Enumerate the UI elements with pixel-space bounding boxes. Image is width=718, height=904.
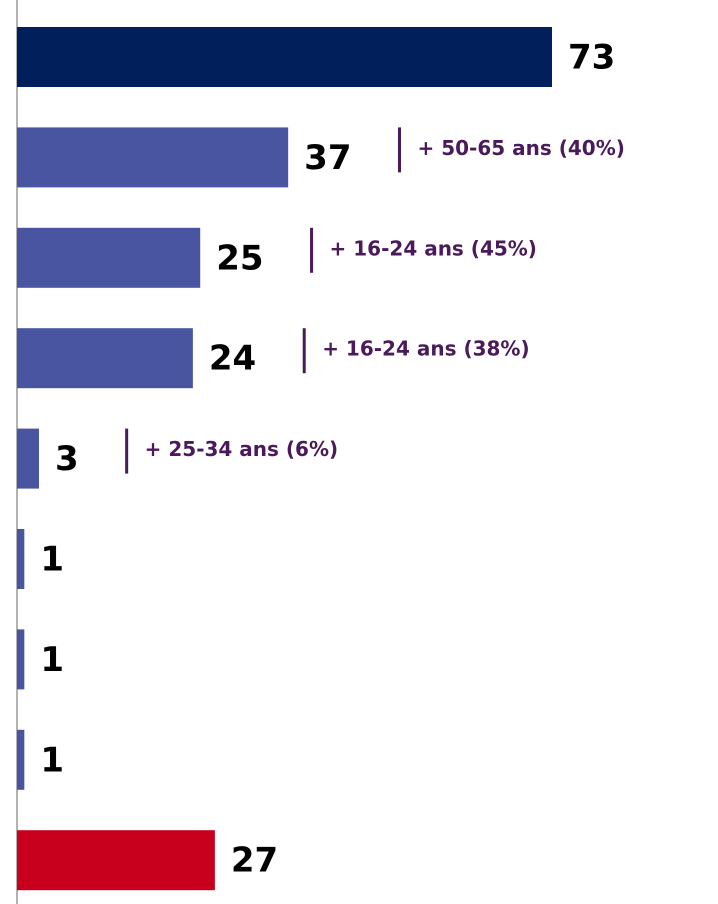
bar (17, 629, 25, 690)
value-label: 25 (216, 238, 263, 278)
value-label: 1 (40, 640, 64, 680)
bar (17, 830, 215, 891)
annotation: + 50-65 ans (40%) (417, 136, 624, 160)
value-label: 27 (231, 841, 278, 881)
annotation: + 16-24 ans (45%) (330, 236, 537, 260)
bar (17, 27, 552, 87)
bar (17, 729, 25, 790)
annotation: + 25-34 ans (6%) (145, 437, 339, 461)
bar (17, 127, 289, 188)
value-label: 73 (568, 38, 615, 78)
value-label: 1 (40, 740, 64, 780)
bar (17, 328, 193, 389)
annotation: + 16-24 ans (38%) (322, 337, 529, 361)
value-label: 1 (40, 540, 64, 580)
value-label: 37 (304, 138, 351, 178)
bar (17, 227, 201, 288)
bar (17, 529, 25, 589)
bar (17, 428, 39, 489)
value-label: 24 (209, 339, 256, 379)
value-label: 3 (55, 439, 79, 479)
